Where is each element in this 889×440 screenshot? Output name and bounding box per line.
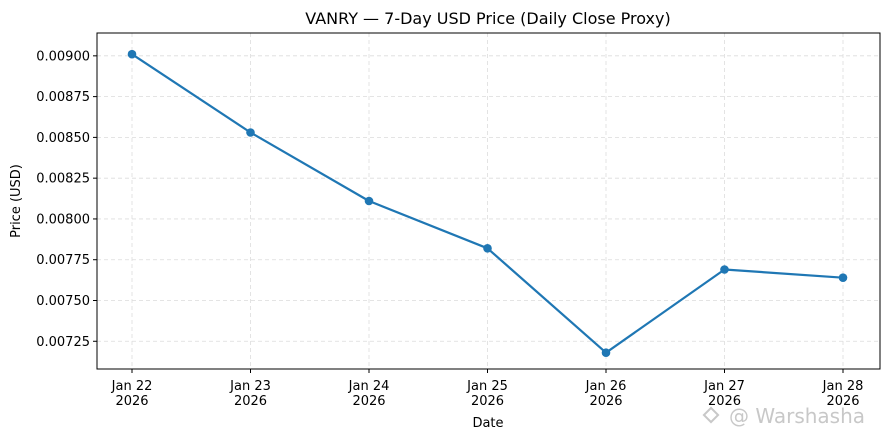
y-tick-label: 0.00825 [36, 172, 90, 187]
data-point [720, 265, 729, 274]
data-point [127, 49, 137, 59]
x-tick-label-year: 2026 [826, 394, 859, 409]
watermark: @ Warshasha [702, 404, 865, 428]
x-tick-label-date: Jan 22 [111, 379, 153, 394]
data-point [601, 348, 611, 357]
y-axis-label: Price (USD) [9, 164, 24, 238]
x-tick-label-date: Jan 25 [466, 379, 508, 394]
x-tick-label-date: Jan 28 [822, 379, 864, 394]
data-point [246, 128, 255, 137]
x-tick-label: Jan 22 2026 [111, 379, 153, 409]
y-tick-label: 0.00775 [36, 253, 90, 268]
chart-title: VANRY — 7-Day USD Price (Daily Close Pro… [305, 9, 670, 28]
x-tick-label-date: Jan 26 [585, 379, 627, 394]
y-tick-label: 0.00900 [36, 49, 90, 64]
x-tick-label-year: 2026 [352, 394, 385, 409]
y-tick-label: 0.00875 [36, 90, 90, 105]
x-tick-label-year: 2026 [589, 394, 622, 409]
x-tick-label-year: 2026 [708, 394, 741, 409]
watermark-text: @ Warshasha [729, 404, 865, 428]
x-tick-label: Jan 28 2026 [822, 379, 864, 409]
x-tick-label-date: Jan 24 [348, 379, 390, 394]
x-axis-label: Date [472, 416, 503, 431]
y-tick-label: 0.00750 [36, 294, 90, 309]
x-tick-label-date: Jan 27 [703, 379, 745, 394]
gridlines [97, 33, 880, 369]
data-point [364, 196, 374, 206]
x-tick-label-date: Jan 23 [229, 379, 271, 394]
y-axis: 0.00725 0.00750 0.00775 0.00800 0.00825 0.008… [36, 49, 97, 350]
data-point [838, 273, 848, 282]
data-point [483, 244, 492, 253]
x-tick-label: Jan 26 2026 [585, 379, 627, 409]
plot-frame [96, 32, 881, 370]
x-tick-label: Jan 25 2026 [466, 379, 508, 409]
x-tick-label: Jan 23 2026 [229, 379, 271, 409]
y-tick-label: 0.00850 [36, 131, 90, 146]
x-tick-label: Jan 27 2026 [703, 379, 745, 409]
x-tick-label: Jan 24 2026 [348, 379, 390, 409]
series [127, 49, 848, 357]
y-tick-label: 0.00800 [36, 212, 90, 227]
y-tick-label: 0.00725 [36, 335, 90, 350]
x-tick-label-year: 2026 [115, 394, 148, 409]
watermark-logo-icon [702, 406, 720, 424]
x-tick-label-year: 2026 [471, 394, 504, 409]
x-tick-label-year: 2026 [234, 394, 267, 409]
